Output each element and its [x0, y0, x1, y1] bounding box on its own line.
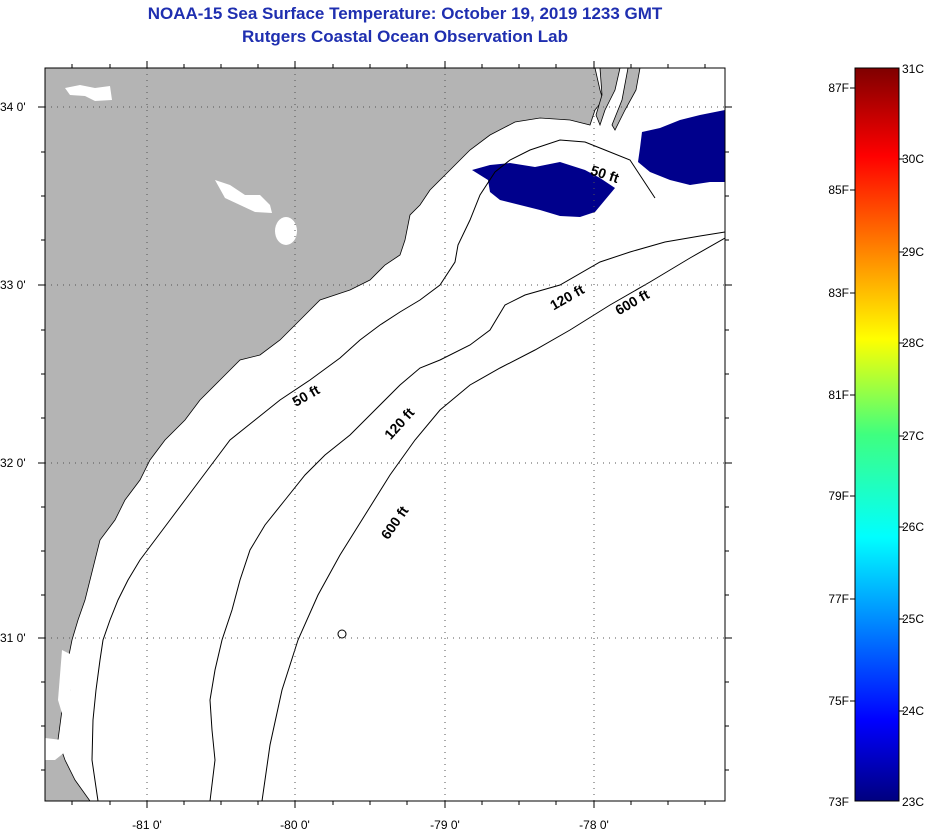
colorbar-c-label: 27C	[902, 429, 924, 443]
seamount-contour	[337, 629, 347, 639]
lon-label: -79 0'	[430, 818, 460, 832]
cloud-patch	[65, 85, 112, 101]
right-ticks	[725, 106, 732, 771]
colorbar-f-label: 73F	[828, 795, 849, 809]
graticule	[45, 68, 725, 801]
cloud-patch	[45, 738, 65, 760]
lake-patch	[275, 217, 297, 245]
lon-label: -78 0'	[579, 818, 609, 832]
lat-label: 33 0'	[0, 278, 26, 292]
colorbar-c-label: 24C	[902, 704, 924, 718]
cape-lookout	[611, 68, 641, 131]
colorbar-c-label: 29C	[902, 245, 924, 259]
colorbar-f-label: 85F	[828, 183, 849, 197]
map-subtitle: Rutgers Coastal Ocean Observation Lab	[242, 27, 568, 46]
colorbar-f-labels: 87F 85F 83F 81F 79F 77F 75F 73F	[828, 81, 849, 809]
outer-banks	[595, 68, 621, 127]
lon-label: -81 0'	[132, 818, 162, 832]
map-title: NOAA-15 Sea Surface Temperature: October…	[147, 4, 663, 23]
colorbar-c-ticks	[899, 158, 904, 712]
colorbar-f-label: 75F	[828, 694, 849, 708]
lon-label: -80 0'	[280, 818, 310, 832]
sst-cold-patch	[472, 162, 615, 217]
cloud-patch	[58, 650, 72, 720]
colorbar-f-ticks	[850, 87, 855, 702]
color-bar	[854, 67, 900, 802]
colorbar-c-label: 26C	[902, 520, 924, 534]
colorbar-f-label: 77F	[828, 592, 849, 606]
colorbar-c-label: 31C	[902, 62, 924, 76]
colorbar-f-label: 81F	[828, 388, 849, 402]
colorbar-f-label: 87F	[828, 81, 849, 95]
isobath-120ft	[209, 231, 725, 801]
colorbar-f-label: 83F	[828, 286, 849, 300]
colorbar-f-label: 79F	[828, 489, 849, 503]
lat-label: 31 0'	[0, 631, 26, 645]
left-ticks	[38, 106, 45, 771]
colorbar-c-label: 25C	[902, 612, 924, 626]
cloud-patch	[215, 180, 272, 213]
isobath-600ft	[261, 237, 725, 801]
sst-cold-patch	[638, 110, 725, 185]
colorbar-c-labels: 31C 30C 29C 28C 27C 26C 25C 24C 23C	[902, 62, 924, 809]
bottom-ticks	[71, 801, 706, 808]
top-ticks	[71, 61, 706, 68]
colorbar-c-label: 28C	[902, 336, 924, 350]
lat-label: 34 0'	[0, 100, 26, 114]
isobath-50ft	[91, 139, 656, 801]
colorbar-c-label: 23C	[902, 795, 924, 809]
lat-label: 32 0'	[0, 456, 26, 470]
map-frame	[44, 67, 726, 802]
colorbar-c-label: 30C	[902, 152, 924, 166]
